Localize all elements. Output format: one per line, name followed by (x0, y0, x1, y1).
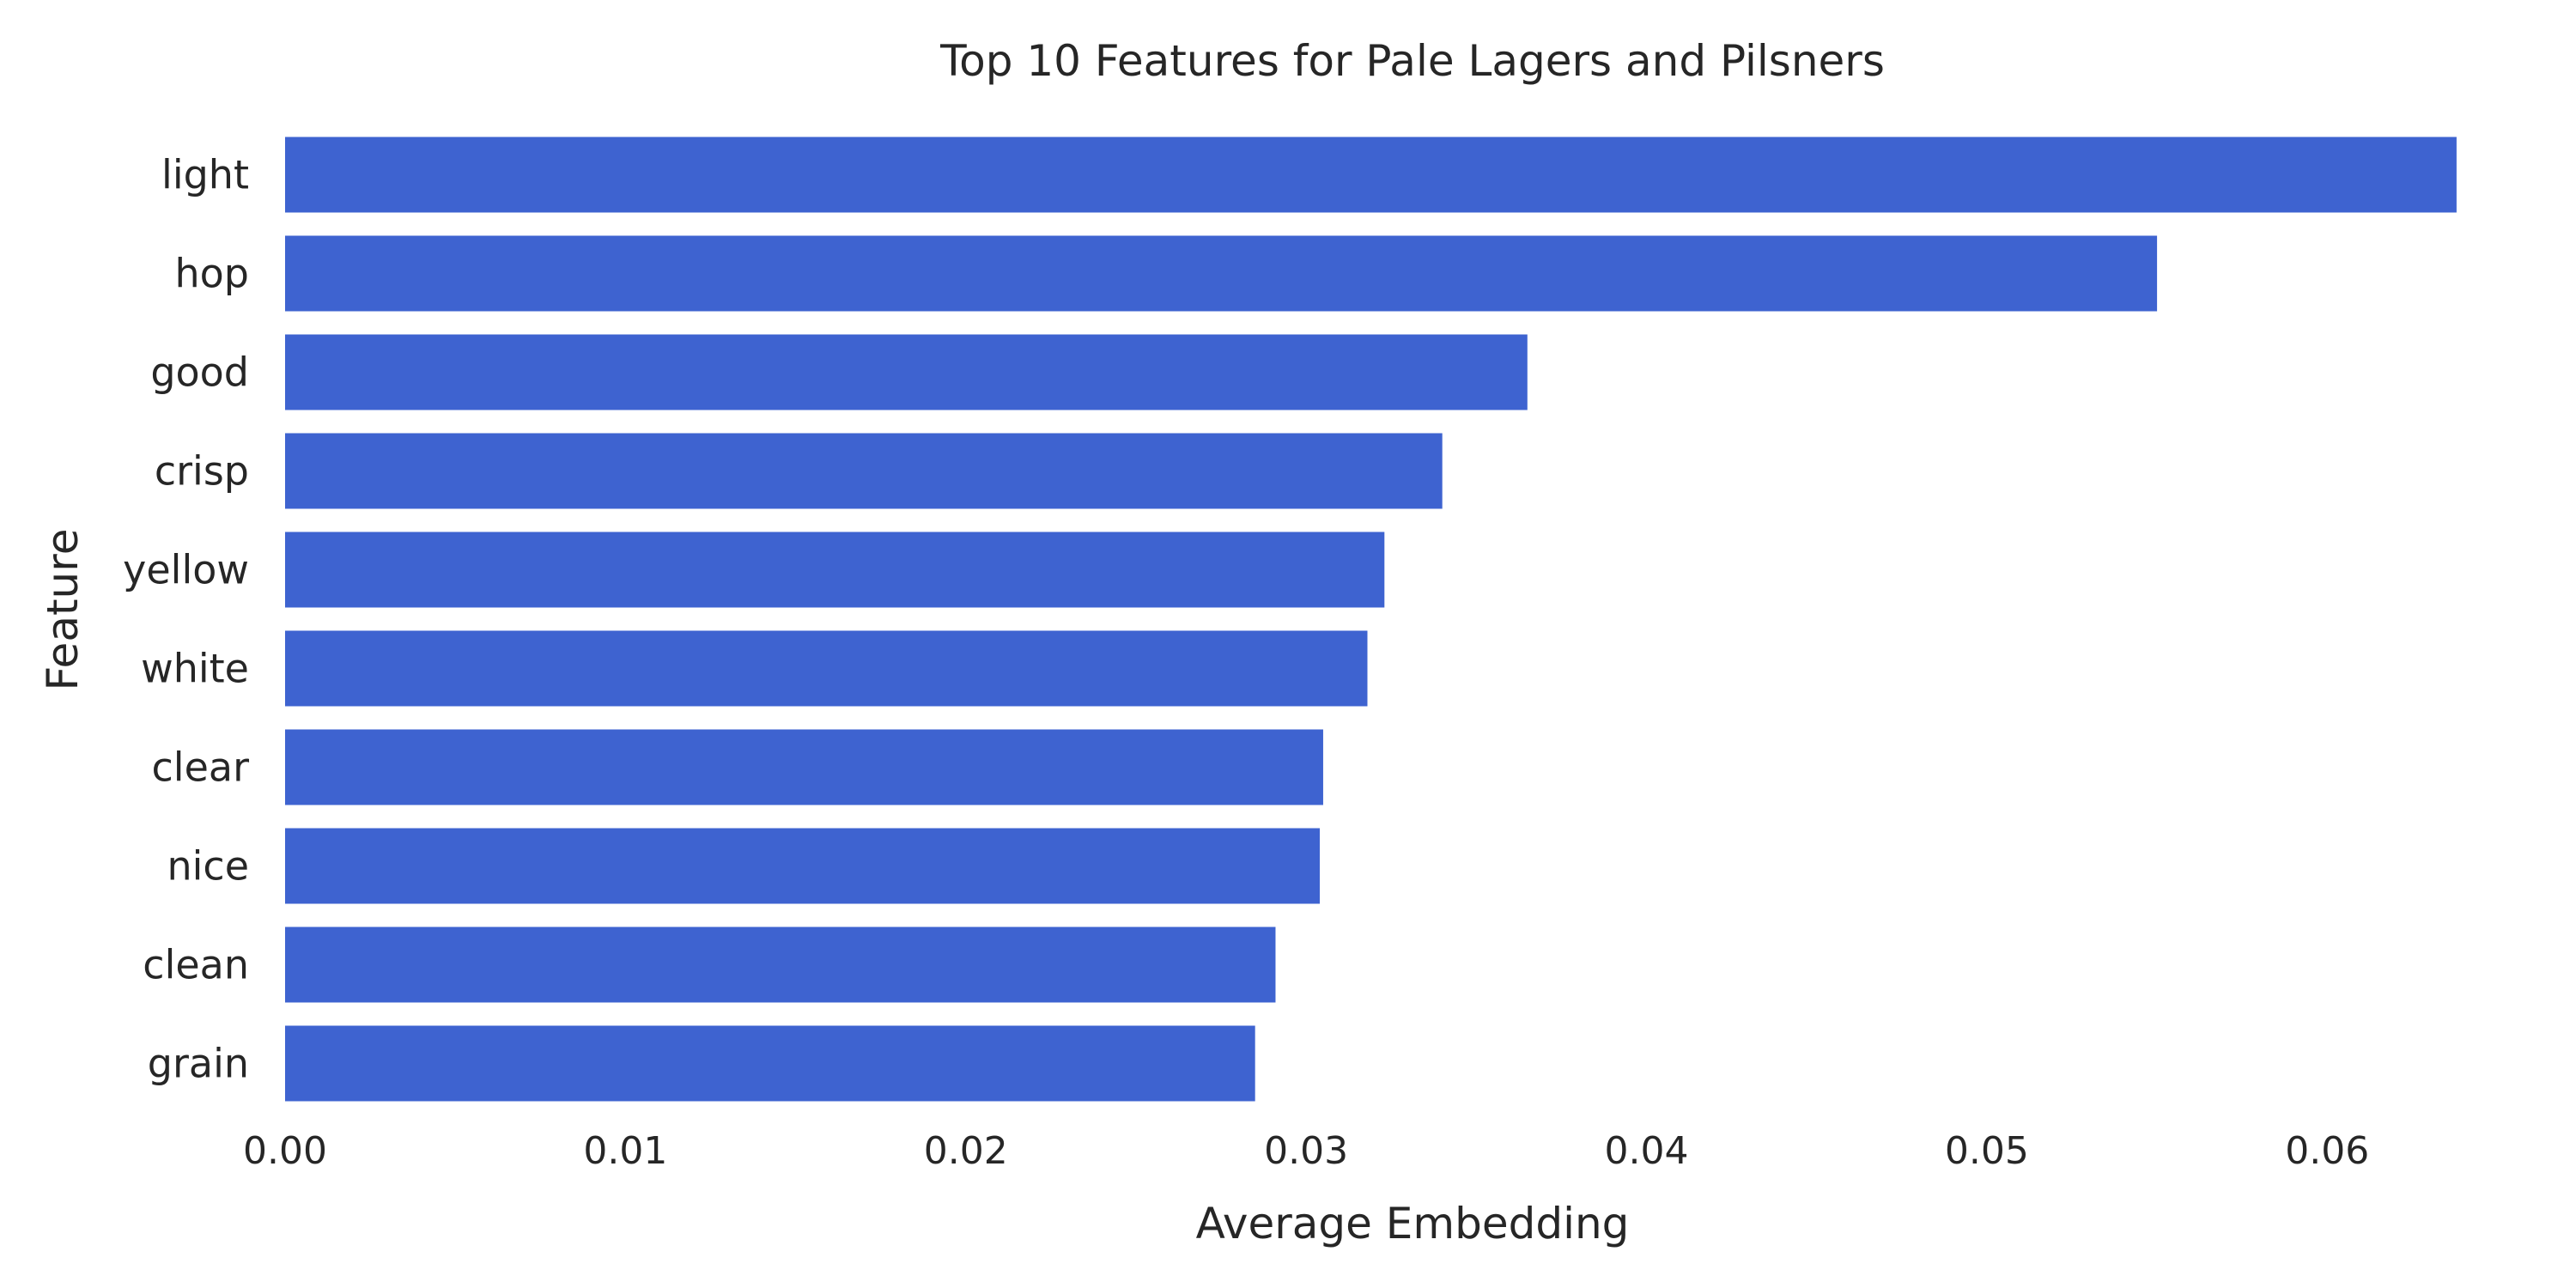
x-tick-label: 0.03 (1264, 1129, 1348, 1173)
category-label-light: light (161, 152, 249, 198)
bar-nice (285, 828, 1320, 904)
category-label-clean: clean (143, 942, 249, 988)
category-label-clear: clear (152, 744, 250, 791)
bar-light (285, 137, 2457, 213)
bar-clear (285, 729, 1323, 805)
x-axis-label: Average Embedding (1196, 1199, 1630, 1249)
y-axis-label: Feature (38, 529, 88, 691)
chart-title: Top 10 Features for Pale Lagers and Pils… (939, 36, 1885, 86)
x-tick-label: 0.02 (924, 1129, 1008, 1173)
bar-white (285, 630, 1368, 707)
x-tick-label: 0.01 (583, 1129, 667, 1173)
x-tick-label: 0.05 (1945, 1129, 2029, 1173)
category-label-good: good (150, 349, 249, 396)
category-label-hop: hop (175, 251, 250, 297)
bar-yellow (285, 532, 1385, 608)
bar-crisp (285, 433, 1443, 509)
category-labels: light hop good crisp yellow white clear nice cle… (123, 152, 249, 1087)
bars-group (285, 137, 2457, 1102)
bar-good (285, 334, 1528, 410)
category-label-yellow: yellow (123, 547, 249, 593)
category-label-white: white (141, 646, 249, 692)
x-tick-label: 0.00 (243, 1129, 327, 1173)
bar-grain (285, 1025, 1255, 1102)
x-tick-label: 0.06 (2285, 1129, 2369, 1173)
bar-hop (285, 235, 2158, 312)
x-tick-labels: 0.00 0.01 0.02 0.03 0.04 0.05 0.06 (243, 1129, 2369, 1173)
bar-clean (285, 927, 1276, 1003)
category-label-nice: nice (167, 843, 249, 890)
category-label-crisp: crisp (155, 448, 249, 495)
category-label-grain: grain (148, 1041, 249, 1087)
x-tick-label: 0.04 (1605, 1129, 1689, 1173)
